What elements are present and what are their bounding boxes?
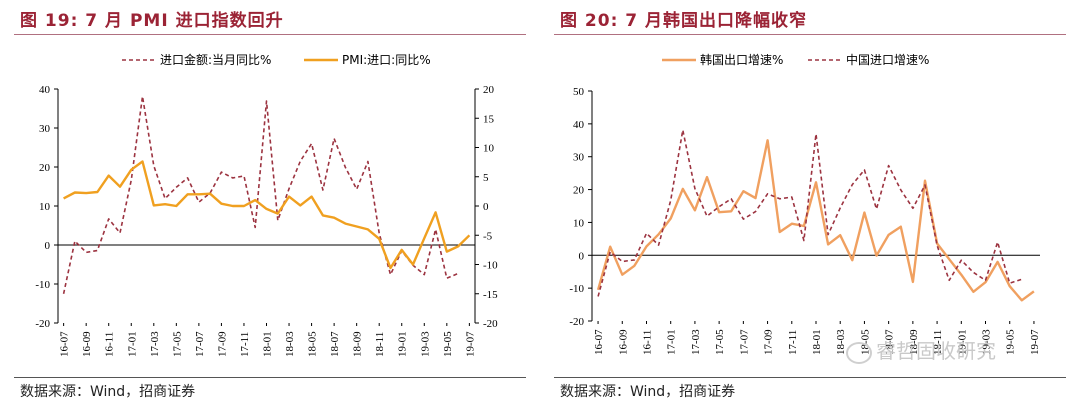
- left-x-tick-label: 17-07: [194, 331, 206, 357]
- left-y-tick-label: -10: [35, 279, 50, 291]
- left-x-tick-label: 16-09: [81, 331, 93, 357]
- left-x-tick-label: 16-11: [104, 332, 116, 357]
- right-y-tick-label: -20: [569, 316, 584, 328]
- right-legend-label-2: 中国进口增速%: [846, 52, 929, 67]
- right-x-tick-label: 16-11: [641, 330, 653, 355]
- left-x-tick-label: 18-01: [262, 331, 274, 357]
- left-x-tick-label: 17-09: [216, 331, 228, 357]
- right-x-tick-label: 18-11: [932, 330, 944, 355]
- left-y-tick-label: 0: [45, 240, 51, 252]
- left-y2-tick-label: 15: [483, 113, 495, 125]
- right-source-rule: [554, 377, 1066, 378]
- left-title-rule: [14, 34, 526, 35]
- right-y-tick-label: 40: [573, 119, 585, 131]
- left-legend-label-1: 进口金额:当月同比%: [160, 52, 271, 67]
- right-x-tick-label: 17-11: [787, 330, 799, 355]
- left-x-tick-label: 19-07: [464, 331, 476, 357]
- right-x-tick-label: 19-01: [956, 329, 968, 355]
- right-x-tick-label: 17-03: [690, 329, 702, 355]
- left-x-tick-label: 18-03: [284, 331, 296, 357]
- right-title-rule: [554, 34, 1066, 35]
- left-x-tick-label: 19-05: [442, 331, 454, 357]
- watermark: 睿哲固收研究: [846, 335, 996, 364]
- left-source: 数据来源：Wind，招商证券: [20, 384, 196, 400]
- right-x-tick-label: 18-09: [908, 329, 920, 355]
- left-y2-tick-label: -15: [483, 289, 498, 301]
- right-y-tick-label: 30: [573, 152, 585, 164]
- left-x-tick-label: 17-01: [126, 331, 138, 357]
- right-x-tick-label: 18-01: [811, 329, 823, 355]
- left-y2-tick-label: -20: [483, 318, 498, 330]
- right-y-tick-label: 20: [573, 185, 585, 197]
- left-series-line-1: [62, 95, 459, 294]
- right-x-tick-label: 17-07: [738, 329, 750, 355]
- right-x-tick-label: 18-07: [884, 329, 896, 355]
- right-x-tick-label: 19-07: [1029, 329, 1041, 355]
- right-y-tick-label: -10: [569, 283, 584, 295]
- right-x-tick-label: 17-09: [763, 329, 775, 355]
- right-x-tick-label: 19-05: [1005, 329, 1017, 355]
- wechat-icon: [846, 341, 872, 364]
- right-y-tick-label: 10: [573, 217, 585, 229]
- right-source: 数据来源：Wind，招商证券: [560, 384, 736, 400]
- left-y2-tick-label: -5: [483, 230, 493, 242]
- left-panel: 图 19: 7 月 PMI 进口指数回升 -20 -10 0 10 20 30 40 -20-…: [14, 11, 526, 400]
- left-y2-tick-label: 5: [483, 172, 489, 184]
- left-x-tick-label: 16-07: [59, 331, 71, 357]
- left-y2-tick-label: -10: [483, 260, 498, 272]
- left-x-tick-label: 19-01: [397, 331, 409, 357]
- right-x-tick-label: 17-01: [666, 329, 678, 355]
- left-x-tick-label: 17-05: [171, 331, 183, 357]
- left-y2-tick-label: 0: [483, 201, 489, 213]
- left-x-tick-label: 19-03: [419, 331, 431, 357]
- left-x-tick-label: 18-11: [374, 332, 386, 357]
- left-y-tick-label: -20: [35, 318, 50, 330]
- right-y-tick-label: 50: [573, 86, 585, 98]
- left-y-tick-label: 40: [39, 84, 51, 96]
- right-series-line-2: [597, 129, 1023, 297]
- left-x-tick-label: 18-05: [307, 331, 319, 357]
- left-x-tick-label: 18-09: [352, 331, 364, 357]
- left-source-rule: [14, 377, 526, 378]
- left-y-tick-label: 10: [39, 201, 51, 213]
- right-x-tick-label: 18-03: [835, 329, 847, 355]
- right-x-tick-label: 17-05: [714, 329, 726, 355]
- right-panel: 图 20: 7 月韩国出口降幅收窄 -20 -10 0 10 20 30 40 50 16-07…: [540, 0, 1080, 403]
- left-y2-tick-label: 20: [483, 84, 495, 96]
- right-legend-label-1: 韩国出口增速%: [700, 52, 783, 67]
- right-x-tick-label: 16-09: [617, 329, 629, 355]
- right-y-tick-label: 0: [579, 250, 585, 262]
- right-chart: -20 -10 0 10 20 30 40 50 16-07 16-09 16-11 17-01 17-…: [569, 52, 1041, 355]
- left-figure-title: 图 19: 7 月 PMI 进口指数回升: [20, 11, 284, 31]
- watermark-text: 睿哲固收研究: [876, 339, 996, 363]
- right-figure-title: 图 20: 7 月韩国出口降幅收窄: [560, 11, 808, 31]
- right-x-tick-label: 16-07: [593, 329, 605, 355]
- left-legend-label-2: PMI:进口:同比%: [342, 53, 431, 67]
- left-x-tick-label: 18-07: [329, 331, 341, 357]
- left-series-line-2: [63, 160, 471, 270]
- left-x-tick-label: 17-03: [149, 331, 161, 357]
- left-chart: -20 -10 0 10 20 30 40 -20 -15 -10 -5 0 5 10 15 20 16-07 1…: [35, 52, 498, 357]
- right-series-line-1: [596, 139, 1035, 302]
- right-x-tick-label: 19-03: [981, 329, 993, 355]
- left-y-tick-label: 20: [39, 162, 51, 174]
- left-y-tick-label: 30: [39, 123, 51, 135]
- left-y2-tick-label: 10: [483, 143, 495, 155]
- left-x-tick-label: 17-11: [239, 332, 251, 357]
